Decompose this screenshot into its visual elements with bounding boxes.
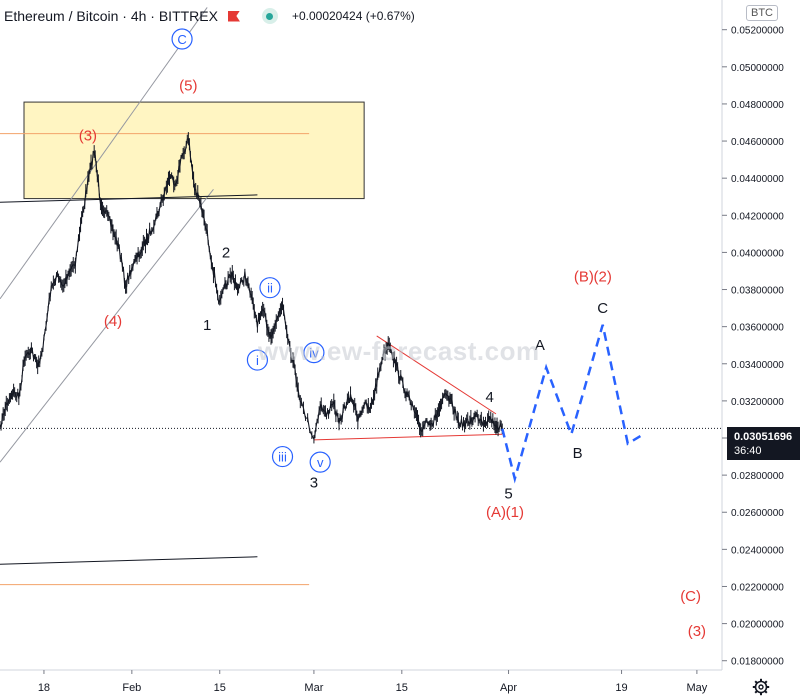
x-tick-label: May bbox=[686, 682, 707, 694]
trend-line bbox=[0, 194, 258, 203]
y-tick-label: 0.02200000 bbox=[731, 582, 784, 593]
last-price-value: 0.03051696 bbox=[734, 431, 793, 443]
y-tick-label: 0.04200000 bbox=[731, 211, 784, 222]
trend-line bbox=[0, 188, 214, 463]
y-tick-label: 0.02400000 bbox=[731, 545, 784, 556]
wave-label: C bbox=[597, 300, 608, 317]
x-tick-label: Mar bbox=[304, 682, 323, 694]
last-price-label: 0.03051696 36:40 bbox=[727, 427, 800, 460]
y-tick-label: 0.04600000 bbox=[731, 137, 784, 148]
watermark: www.ew-forecast.com bbox=[258, 336, 540, 366]
wave-label-circle bbox=[171, 28, 193, 50]
eye-icon[interactable] bbox=[261, 8, 278, 24]
bar-countdown: 36:40 bbox=[734, 445, 762, 457]
y-tick-label: 0.03800000 bbox=[731, 286, 784, 297]
y-tick-label: 0.02000000 bbox=[731, 620, 784, 631]
symbol-title[interactable]: Ethereum / Bitcoin · 4h · BITTREX bbox=[4, 8, 218, 24]
y-tick-label: 0.04400000 bbox=[731, 174, 784, 185]
wave-label: (2) bbox=[594, 269, 612, 286]
wave-label: (3) bbox=[79, 127, 97, 144]
currency-badge[interactable]: BTC bbox=[746, 5, 778, 21]
y-tick-label: 0.02600000 bbox=[731, 508, 784, 519]
wave-label: 5 bbox=[504, 486, 512, 503]
wave-label: i bbox=[256, 353, 259, 368]
wave-label: B bbox=[573, 445, 583, 462]
flag-icon[interactable] bbox=[228, 11, 240, 22]
wave-label: (C) bbox=[680, 588, 701, 605]
trend-line bbox=[0, 7, 208, 300]
projection-path bbox=[501, 324, 642, 484]
wave-label: 2 bbox=[222, 244, 230, 261]
wave-label: ii bbox=[267, 281, 273, 296]
chart-header: Ethereum / Bitcoin · 4h · BITTREX +0.000… bbox=[4, 6, 415, 26]
wave-label-circle bbox=[246, 349, 269, 371]
y-tick-label: 0.05000000 bbox=[731, 63, 784, 74]
wave-label-circle bbox=[271, 445, 294, 468]
wave-label: (1) bbox=[506, 504, 524, 521]
y-tick-label: 0.04800000 bbox=[731, 100, 784, 111]
x-tick-label: 19 bbox=[615, 682, 627, 694]
wave-label: 1 bbox=[203, 317, 211, 334]
wave-label: 4 bbox=[486, 389, 494, 406]
wave-label: (4) bbox=[104, 313, 122, 330]
wave-label: 3 bbox=[310, 475, 318, 492]
y-tick-label: 0.03600000 bbox=[731, 323, 784, 334]
y-tick-label: 0.05200000 bbox=[731, 26, 784, 37]
x-tick-label: Feb bbox=[122, 682, 141, 694]
trend-line bbox=[0, 556, 258, 565]
x-tick-label: 15 bbox=[214, 682, 226, 694]
wave-label-circle bbox=[309, 451, 331, 473]
y-tick-label: 0.04000000 bbox=[731, 248, 784, 259]
wave-label-circle bbox=[259, 277, 281, 299]
y-tick-label: 0.03400000 bbox=[731, 360, 784, 371]
wave-label: (B) bbox=[574, 269, 594, 286]
wave-label-circle bbox=[303, 342, 325, 364]
price-change: +0.00020424 (+0.67%) bbox=[291, 9, 415, 23]
x-tick-label: 18 bbox=[38, 682, 50, 694]
wave-label: v bbox=[317, 455, 324, 470]
wave-label: (5) bbox=[179, 77, 197, 94]
wave-label: iii bbox=[278, 450, 287, 465]
wave-label: iv bbox=[309, 346, 319, 361]
trend-line bbox=[376, 335, 497, 415]
trend-line bbox=[313, 433, 503, 441]
wave-label: (A) bbox=[486, 504, 506, 521]
gear-icon[interactable] bbox=[752, 678, 770, 696]
y-tick-label: 0.01800000 bbox=[731, 657, 784, 668]
y-tick-label: 0.03200000 bbox=[731, 397, 784, 408]
price-series bbox=[0, 137, 503, 441]
x-tick-label: Apr bbox=[500, 682, 517, 694]
x-tick-label: 15 bbox=[396, 682, 408, 694]
wave-label: (3) bbox=[688, 623, 706, 640]
wave-label: A bbox=[535, 337, 545, 354]
wave-label: C bbox=[177, 32, 186, 47]
y-tick-label: 0.02800000 bbox=[731, 471, 784, 482]
